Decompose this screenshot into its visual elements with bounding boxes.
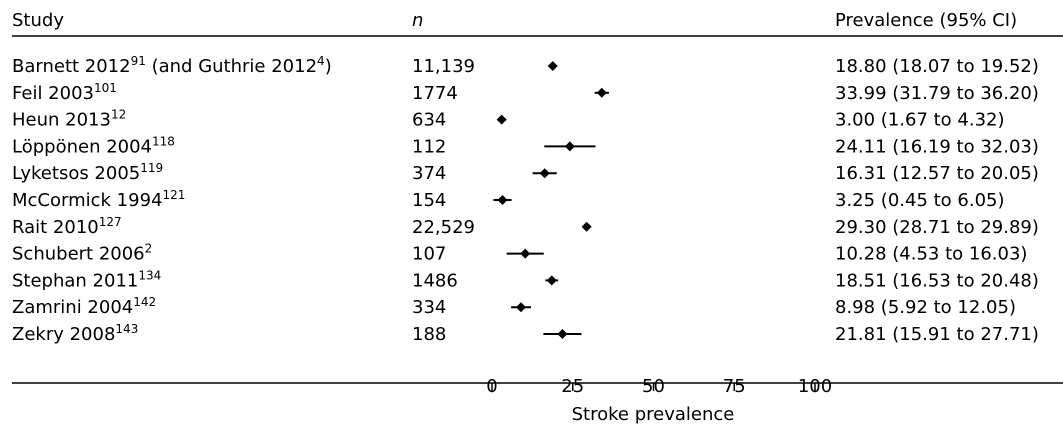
header-study: Study bbox=[12, 10, 64, 31]
estimate-point bbox=[557, 329, 568, 339]
forest-row: McCormick 1994121 154 3.25 (0.45 to 6.05) bbox=[12, 188, 1005, 211]
x-tick-label: 50 bbox=[642, 376, 665, 397]
ci-text: 29.30 (28.71 to 29.89) bbox=[835, 217, 1039, 238]
n-label: 1486 bbox=[412, 270, 458, 291]
estimate-point bbox=[546, 275, 557, 286]
n-label: 11,139 bbox=[412, 56, 475, 77]
header-prevalence: Prevalence (95% CI) bbox=[835, 10, 1017, 31]
x-tick-label: 75 bbox=[723, 376, 746, 397]
forest-row: Lyketsos 2005119 374 16.31 (12.57 to 20.05… bbox=[12, 161, 1039, 184]
ci-text: 3.00 (1.67 to 4.32) bbox=[835, 110, 1005, 131]
ci-text: 18.51 (16.53 to 20.48) bbox=[835, 270, 1039, 291]
study-label: Heun 201312 bbox=[12, 108, 126, 131]
study-label: Barnett 201291 (and Guthrie 20124) bbox=[12, 54, 332, 77]
n-label: 188 bbox=[412, 324, 446, 345]
header-n: n bbox=[412, 10, 423, 31]
x-tick-label: 0 bbox=[486, 376, 497, 397]
n-label: 334 bbox=[412, 297, 446, 318]
study-label: McCormick 1994121 bbox=[12, 188, 185, 211]
n-label: 107 bbox=[412, 244, 446, 265]
n-label: 22,529 bbox=[412, 217, 475, 238]
estimate-point bbox=[596, 87, 607, 98]
x-tick-label: 100 bbox=[798, 376, 832, 397]
ci-text: 16.31 (12.57 to 20.05) bbox=[835, 163, 1039, 184]
study-label: Löppönen 2004118 bbox=[12, 134, 175, 157]
forest-row: Löppönen 2004118 112 24.11 (16.19 to 32.03… bbox=[12, 134, 1039, 157]
study-label: Zekry 2008143 bbox=[12, 322, 138, 345]
study-label: Zamrini 2004142 bbox=[12, 295, 156, 318]
ci-text: 3.25 (0.45 to 6.05) bbox=[835, 190, 1005, 211]
x-tick-label: 25 bbox=[561, 376, 584, 397]
estimate-point bbox=[496, 114, 507, 125]
x-axis-label: Stroke prevalence bbox=[572, 404, 735, 425]
forest-row: Barnett 201291 (and Guthrie 20124) 11,139… bbox=[12, 54, 1039, 77]
study-label: Rait 2010127 bbox=[12, 215, 122, 238]
estimate-point bbox=[581, 221, 592, 232]
forest-row: Feil 2003101 1774 33.99 (31.79 to 36.20) bbox=[12, 81, 1039, 104]
estimate-point bbox=[497, 195, 508, 205]
forest-row: Zekry 2008143 188 21.81 (15.91 to 27.71) bbox=[12, 322, 1039, 345]
n-label: 374 bbox=[412, 163, 446, 184]
forest-row: Zamrini 2004142 334 8.98 (5.92 to 12.05) bbox=[12, 295, 1016, 318]
estimate-point bbox=[520, 248, 531, 259]
estimate-point bbox=[547, 61, 558, 71]
forest-row: Rait 2010127 22,529 29.30 (28.71 to 29.89) bbox=[12, 215, 1039, 238]
estimate-point bbox=[564, 141, 575, 152]
study-label: Schubert 20062 bbox=[12, 242, 152, 265]
ci-text: 18.80 (18.07 to 19.52) bbox=[835, 56, 1039, 77]
estimate-point bbox=[516, 302, 527, 313]
ci-text: 8.98 (5.92 to 12.05) bbox=[835, 297, 1016, 318]
forest-row: Heun 201312 634 3.00 (1.67 to 4.32) bbox=[12, 108, 1005, 131]
rows-group: Barnett 201291 (and Guthrie 20124) 11,139… bbox=[12, 54, 1039, 345]
forest-row: Stephan 2011134 1486 18.51 (16.53 to 20.48… bbox=[12, 268, 1039, 291]
x-axis: 0 25 50 75 100 bbox=[486, 376, 832, 397]
ci-text: 33.99 (31.79 to 36.20) bbox=[835, 83, 1039, 104]
study-label: Feil 2003101 bbox=[12, 81, 117, 104]
estimate-point bbox=[539, 168, 550, 179]
n-label: 154 bbox=[412, 190, 446, 211]
n-label: 1774 bbox=[412, 83, 458, 104]
ci-text: 10.28 (4.53 to 16.03) bbox=[835, 244, 1027, 265]
study-label: Stephan 2011134 bbox=[12, 268, 161, 291]
forest-row: Schubert 20062 107 10.28 (4.53 to 16.03) bbox=[12, 242, 1027, 265]
ci-text: 24.11 (16.19 to 32.03) bbox=[835, 136, 1039, 157]
ci-text: 21.81 (15.91 to 27.71) bbox=[835, 324, 1039, 345]
n-label: 634 bbox=[412, 110, 446, 131]
n-label: 112 bbox=[412, 136, 446, 157]
study-label: Lyketsos 2005119 bbox=[12, 161, 163, 184]
